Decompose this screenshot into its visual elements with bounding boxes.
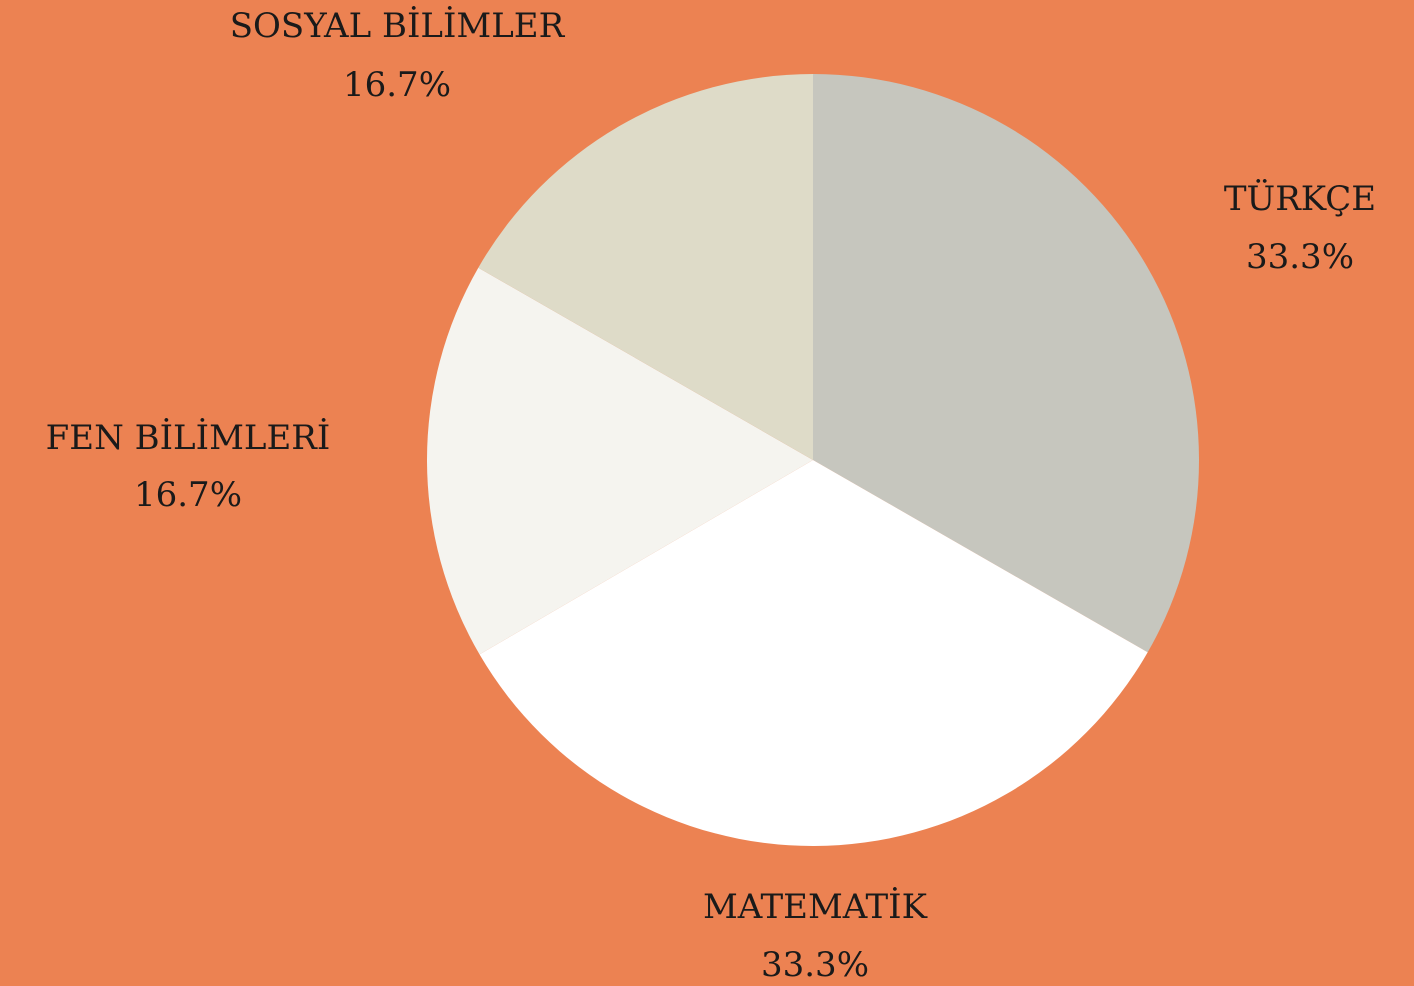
slice-percent-fen-bilimleri: 16.7%: [134, 475, 242, 515]
slice-label-fen-bilimleri: FEN BİLİMLERİ: [46, 418, 331, 458]
pie-slice-fen-bilimleri: [426, 267, 813, 655]
pie-slices: [426, 73, 1199, 846]
slice-label-turkce: TÜRKÇE: [1224, 178, 1376, 219]
slice-percent-matematik: 33.3%: [761, 945, 869, 985]
pie-slice-turkce: [813, 74, 1199, 653]
slice-percent-turkce: 33.3%: [1246, 237, 1354, 277]
slice-labels: TÜRKÇE 33.3% MATEMATİK 33.3% FEN BİLİMLERİ 16…: [46, 6, 1376, 985]
slice-label-matematik: MATEMATİK: [703, 887, 928, 927]
slice-percent-sosyal-bilimler: 16.7%: [343, 65, 451, 105]
pie-slice-sosyal-bilimler: [478, 73, 813, 460]
pie-slice-matematik: [479, 460, 1148, 846]
slice-label-sosyal-bilimler: SOSYAL BİLİMLER: [230, 6, 566, 46]
